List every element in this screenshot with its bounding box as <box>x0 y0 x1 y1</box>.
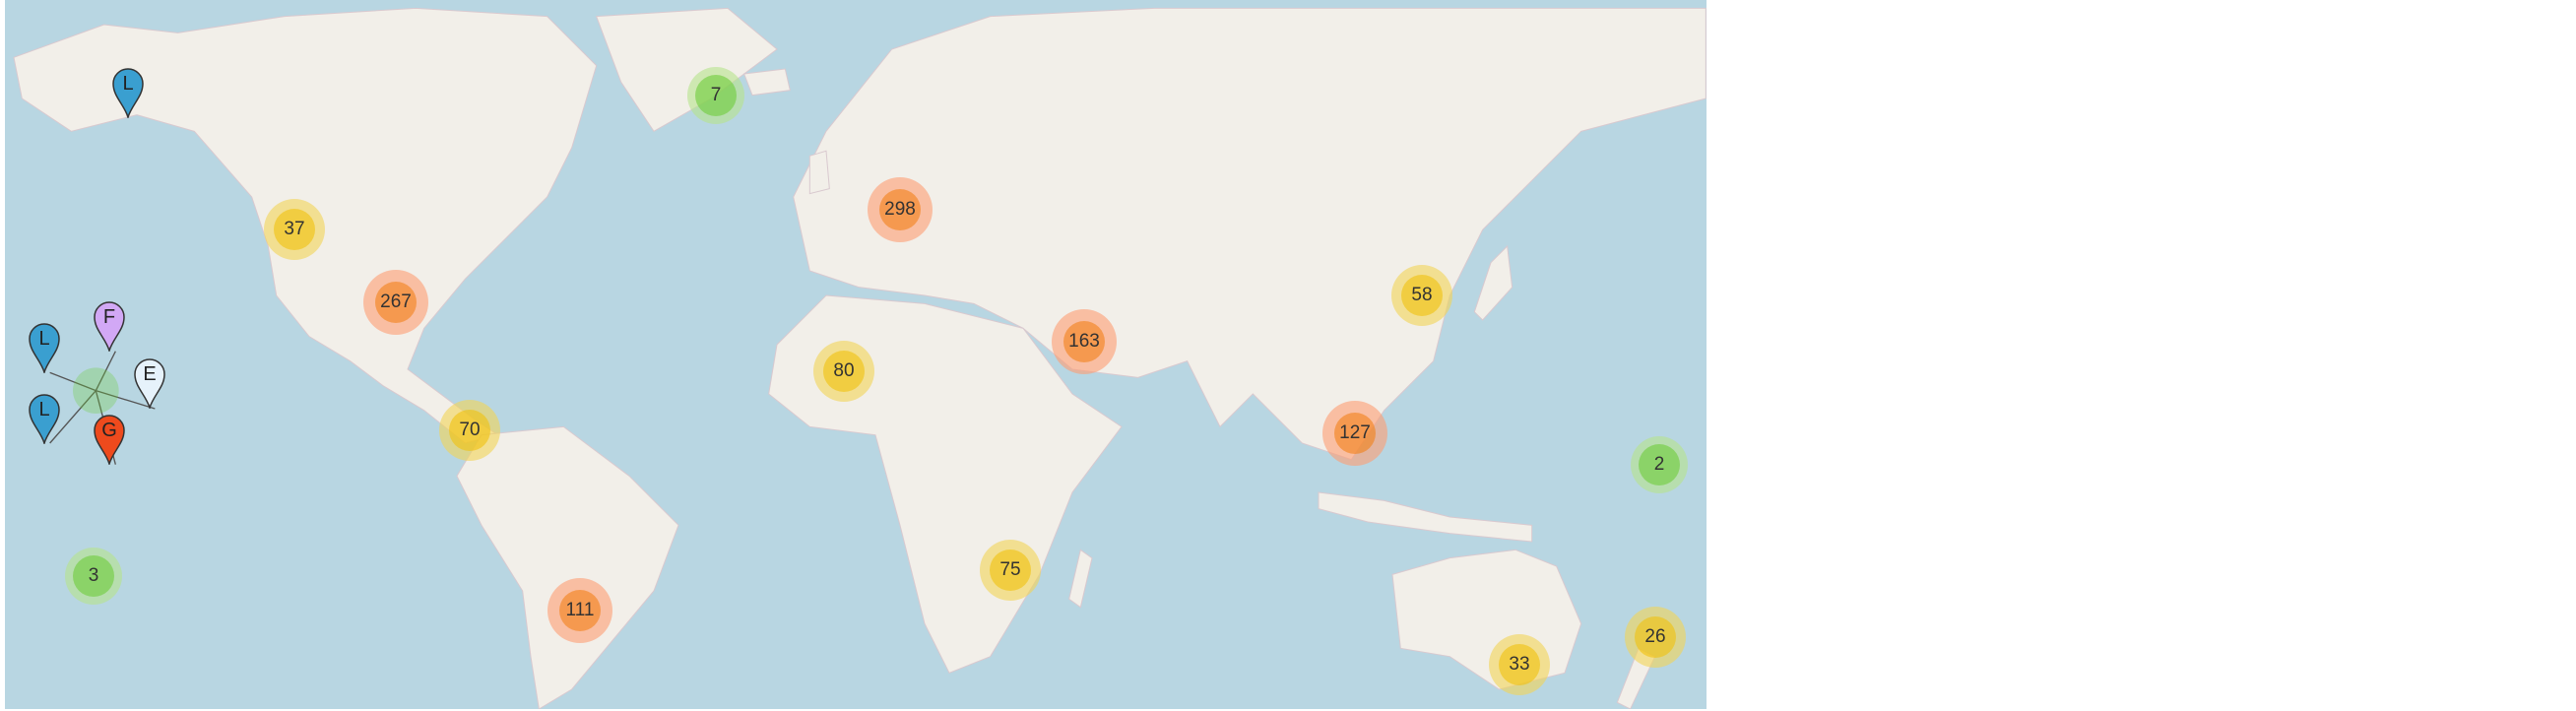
map-marker[interactable]: L <box>28 322 61 375</box>
marker-cluster[interactable]: 33 <box>1489 634 1550 695</box>
australia <box>1391 549 1582 690</box>
cluster-count: 111 <box>559 590 601 631</box>
marker-cluster[interactable]: 58 <box>1391 265 1452 326</box>
cluster-count: 58 <box>1401 275 1443 316</box>
cluster-count: 298 <box>879 189 921 230</box>
world-map[interactable]: 7 37 298 267 58 163 80 70 127 2 3 75 111 26 33 L L F E L G <box>5 0 1707 709</box>
marker-label: E <box>143 363 157 385</box>
marker-cluster[interactable]: 37 <box>264 199 325 260</box>
map-marker[interactable]: L <box>28 393 61 446</box>
marker-cluster[interactable]: 26 <box>1625 607 1686 668</box>
map-pin-icon <box>94 301 125 354</box>
map-pin-icon <box>94 415 125 467</box>
madagascar <box>1068 549 1093 609</box>
greenland <box>595 7 778 132</box>
map-tiles <box>13 7 1707 709</box>
marker-cluster[interactable]: 111 <box>547 578 612 643</box>
marker-cluster[interactable]: 127 <box>1322 401 1387 466</box>
cluster-count: 80 <box>823 351 865 392</box>
map-marker[interactable]: L <box>111 67 145 120</box>
marker-label: L <box>122 73 134 95</box>
cluster-count: 37 <box>274 209 315 250</box>
marker-label: L <box>38 399 50 420</box>
cluster-count: 70 <box>449 410 490 451</box>
spider-legs <box>49 351 156 465</box>
map-pin-icon <box>29 394 60 446</box>
cluster-count: 26 <box>1635 616 1676 658</box>
cluster-count: 2 <box>1639 444 1680 485</box>
marker-label: G <box>101 420 117 441</box>
cluster-count: 267 <box>375 282 417 323</box>
marker-cluster[interactable]: 3 <box>65 548 122 605</box>
cluster-count: 3 <box>73 555 114 597</box>
cluster-count: 127 <box>1334 413 1376 454</box>
cluster-count: 7 <box>695 75 737 116</box>
marker-cluster[interactable]: 75 <box>980 540 1041 601</box>
marker-cluster[interactable]: 267 <box>363 270 428 335</box>
marker-label: L <box>38 328 50 350</box>
marker-cluster[interactable]: 70 <box>439 400 500 461</box>
cluster-count: 33 <box>1499 644 1540 685</box>
indonesia <box>1318 491 1533 543</box>
marker-cluster[interactable]: 80 <box>813 341 874 402</box>
marker-cluster[interactable]: 2 <box>1631 436 1688 493</box>
cluster-count: 163 <box>1063 321 1105 362</box>
map-marker[interactable]: E <box>133 357 166 411</box>
map-pin-icon <box>134 358 165 411</box>
marker-cluster[interactable]: 163 <box>1052 309 1117 374</box>
japan <box>1473 244 1513 321</box>
great-britain <box>808 150 830 195</box>
map-pin-icon <box>29 323 60 375</box>
map-marker[interactable]: G <box>93 414 126 467</box>
map-pin-icon <box>112 68 144 120</box>
cluster-count: 75 <box>990 549 1031 591</box>
south-america <box>456 425 679 709</box>
marker-cluster[interactable]: 298 <box>868 177 933 242</box>
marker-cluster[interactable]: 7 <box>687 67 744 124</box>
iceland <box>742 68 791 97</box>
marker-label: F <box>102 306 116 328</box>
map-marker[interactable]: F <box>93 300 126 354</box>
